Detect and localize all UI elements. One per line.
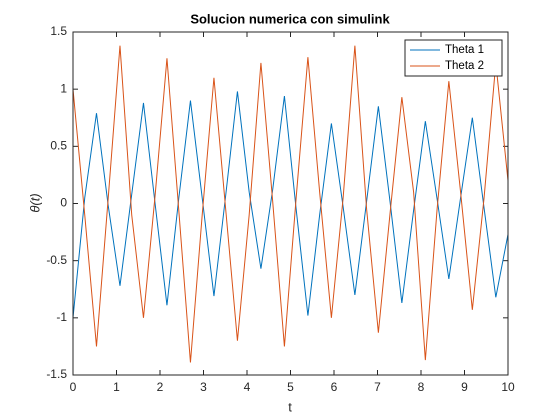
x-tick-label: 7 bbox=[374, 380, 381, 394]
y-tick-label: -0.5 bbox=[46, 253, 67, 267]
x-tick-label: 0 bbox=[70, 380, 77, 394]
y-tick-label: -1 bbox=[56, 310, 67, 324]
y-tick-label: 0.5 bbox=[50, 139, 67, 153]
legend-box bbox=[404, 39, 503, 77]
legend-label: Theta 1 bbox=[445, 44, 484, 56]
plot-area bbox=[73, 32, 508, 375]
x-tick-label: 2 bbox=[157, 380, 164, 394]
y-tick-label: 1 bbox=[60, 81, 67, 95]
chart-title: Solucion numerica con simulink bbox=[190, 11, 390, 26]
legend-label: Theta 2 bbox=[445, 60, 484, 72]
data-line bbox=[72, 91, 509, 318]
x-tick-label: 8 bbox=[418, 380, 425, 394]
x-tick-label: 5 bbox=[287, 380, 294, 394]
x-tick-label: 1 bbox=[113, 380, 120, 394]
data-line bbox=[72, 45, 509, 363]
x-tick-label: 10 bbox=[501, 380, 515, 394]
axes-box bbox=[72, 31, 509, 376]
y-tick-label: -1.5 bbox=[46, 367, 67, 381]
x-axis-label: t bbox=[288, 399, 292, 414]
y-tick-label: 0 bbox=[60, 196, 67, 210]
x-tick-label: 9 bbox=[461, 380, 468, 394]
y-tick-label: 1.5 bbox=[50, 24, 67, 38]
x-tick-label: 6 bbox=[331, 380, 338, 394]
x-tick-label: 3 bbox=[200, 380, 207, 394]
y-axis-label: θ(t) bbox=[27, 193, 42, 212]
x-tick-label: 4 bbox=[244, 380, 251, 394]
